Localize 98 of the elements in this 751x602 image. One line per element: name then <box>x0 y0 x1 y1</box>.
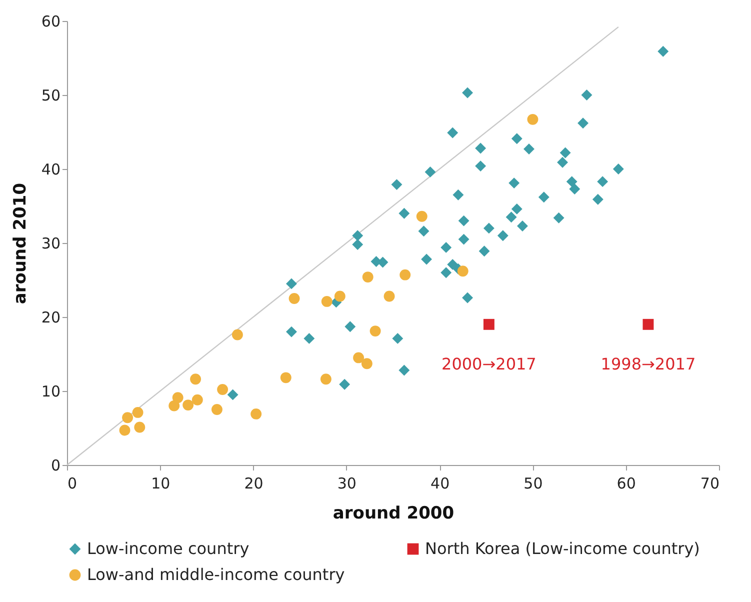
point <box>344 321 356 332</box>
point <box>511 203 522 214</box>
point <box>483 318 494 330</box>
point <box>440 267 452 278</box>
point <box>172 392 184 404</box>
point <box>642 318 654 330</box>
point <box>557 156 568 168</box>
point <box>334 290 346 302</box>
point <box>132 406 144 418</box>
point <box>352 239 364 250</box>
point <box>370 326 381 337</box>
point <box>416 210 428 222</box>
y-axis-title: around 2010 <box>10 182 30 304</box>
point <box>250 408 262 420</box>
legend-label: North Korea (Low-income country) <box>425 539 700 558</box>
x-axis-title: around 2000 <box>332 504 454 524</box>
point <box>506 212 517 223</box>
point <box>119 424 130 436</box>
point <box>424 166 436 178</box>
point <box>475 160 486 172</box>
y-tick-label: 30 <box>41 234 60 252</box>
point <box>391 179 402 190</box>
point <box>578 118 588 129</box>
point <box>122 412 134 424</box>
point <box>581 90 592 100</box>
point <box>392 332 404 344</box>
legend-label: Low-income country <box>87 539 250 558</box>
point <box>527 114 538 125</box>
point <box>597 176 608 188</box>
x-tick-label: 10 <box>151 474 170 492</box>
point <box>538 192 550 203</box>
point <box>192 394 203 406</box>
point <box>280 372 292 384</box>
point <box>447 127 458 138</box>
point <box>361 358 372 370</box>
point <box>452 189 464 200</box>
point <box>362 272 374 283</box>
point <box>400 269 411 280</box>
point <box>398 208 410 219</box>
y-tick-label: 40 <box>41 160 60 178</box>
x-tick-label: 20 <box>244 474 264 492</box>
x-tick-label: 70 <box>700 474 720 492</box>
point <box>398 364 410 376</box>
x-tick-label: 50 <box>524 474 543 492</box>
point <box>462 87 473 98</box>
point <box>217 384 228 395</box>
point <box>553 212 564 224</box>
point <box>288 293 300 304</box>
annotation: 2000→2017 <box>442 354 536 374</box>
x-tick-label: 40 <box>430 474 450 492</box>
point <box>612 164 624 174</box>
point <box>211 404 222 415</box>
point <box>475 142 486 154</box>
point <box>232 329 243 340</box>
point <box>524 144 534 154</box>
annotation: 1998→2017 <box>600 354 696 374</box>
point <box>458 234 470 245</box>
point <box>339 378 350 390</box>
point <box>320 374 332 385</box>
point <box>566 176 578 188</box>
point <box>458 215 470 226</box>
point <box>321 296 332 307</box>
point <box>304 332 315 344</box>
y-tick-label: 50 <box>41 86 60 104</box>
point <box>384 290 395 302</box>
x-tick-label: 30 <box>337 474 356 492</box>
legend-label: Low-and middle-income country <box>87 565 345 584</box>
y-tick-label: 20 <box>41 308 60 326</box>
y-tick-label: 10 <box>41 382 60 400</box>
y-tick-label: 0 <box>50 456 60 474</box>
point <box>658 46 669 57</box>
point <box>352 230 364 242</box>
point <box>516 220 528 232</box>
point <box>134 422 146 433</box>
point <box>457 266 468 277</box>
point <box>511 133 522 144</box>
y-tick-label: 60 <box>41 12 60 30</box>
point <box>483 222 494 234</box>
point <box>190 374 202 385</box>
point <box>182 400 194 411</box>
point <box>421 254 432 265</box>
x-tick-label: 0 <box>68 474 78 492</box>
point <box>478 246 490 257</box>
point <box>569 184 580 194</box>
point <box>508 178 520 189</box>
point <box>560 147 571 158</box>
point <box>440 242 452 253</box>
point <box>353 352 364 364</box>
point <box>592 194 604 205</box>
point <box>168 400 180 412</box>
point <box>418 226 430 237</box>
point <box>227 389 238 400</box>
x-tick-label: 60 <box>616 474 636 492</box>
point <box>462 292 473 304</box>
point <box>497 230 508 242</box>
point <box>286 278 297 290</box>
point <box>286 326 297 338</box>
point <box>447 258 458 270</box>
